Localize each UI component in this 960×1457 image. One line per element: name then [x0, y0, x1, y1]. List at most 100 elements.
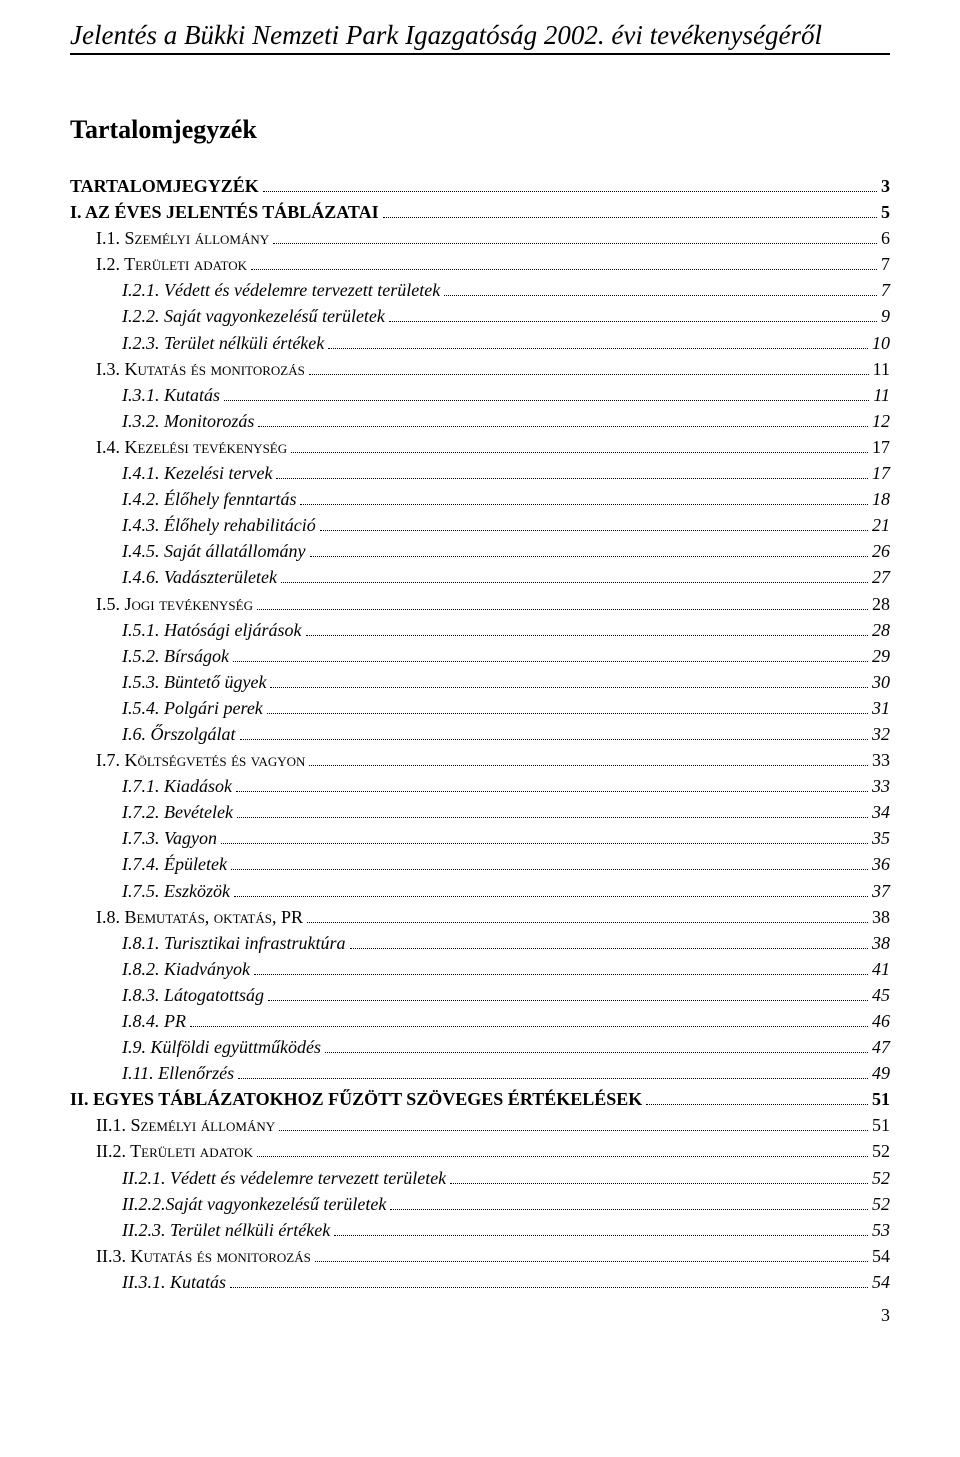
toc-entry: I.2.2. Saját vagyonkezelésű területek 9: [70, 303, 890, 329]
toc-entry: I.1. Személyi állomány 6: [70, 225, 890, 251]
toc-entry: I.8. Bemutatás, oktatás, PR 38: [70, 904, 890, 930]
toc-leader-dots: [300, 504, 868, 505]
toc-entry: II.2.1. Védett és védelemre tervezett te…: [70, 1165, 890, 1191]
toc-entry-page: 7: [881, 251, 890, 277]
toc-entry: I.2.1. Védett és védelemre tervezett ter…: [70, 277, 890, 303]
toc-entry: I.4. Kezelési tevékenység17: [70, 434, 890, 460]
toc-entry: I.8.3. Látogatottság45: [70, 982, 890, 1008]
toc-entry: I.9. Külföldi együttműködés47: [70, 1034, 890, 1060]
toc-leader-dots: [328, 348, 868, 349]
toc-entry-page: 3: [881, 173, 890, 199]
page-number: 3: [70, 1305, 890, 1326]
toc-entry-label: I.2. Területi adatok: [96, 251, 247, 277]
toc-leader-dots: [233, 661, 868, 662]
toc-entry-page: 28: [872, 617, 890, 643]
toc-entry-label: I.8.2. Kiadványok: [122, 956, 250, 982]
toc-entry: I.8.1. Turisztikai infrastruktúra38: [70, 930, 890, 956]
toc-entry-page: 49: [872, 1060, 890, 1086]
toc-leader-dots: [279, 1130, 868, 1131]
toc-entry: I.7.5. Eszközök37: [70, 878, 890, 904]
toc-entry-label: II.1. Személyi állomány: [96, 1112, 275, 1138]
toc-entry-label: I.8.1. Turisztikai infrastruktúra: [122, 930, 346, 956]
toc-leader-dots: [230, 1287, 868, 1288]
toc-leader-dots: [254, 974, 868, 975]
toc-leader-dots: [390, 1209, 868, 1210]
toc-entry: II.2.2.Saját vagyonkezelésű területek52: [70, 1191, 890, 1217]
toc-entry-page: 27: [872, 564, 890, 590]
toc-entry-label: I.2.1. Védett és védelemre tervezett ter…: [122, 277, 440, 303]
toc-leader-dots: [236, 791, 868, 792]
toc-entry: II. EGYES TÁBLÁZATOKHOZ FŰZÖTT SZÖVEGES …: [70, 1086, 890, 1112]
toc-entry-page: 52: [872, 1165, 890, 1191]
toc-leader-dots: [281, 582, 868, 583]
toc-entry-page: 53: [872, 1217, 890, 1243]
toc-entry: I.6. Őrszolgálat32: [70, 721, 890, 747]
toc-entry-label: I.5.4. Polgári perek: [122, 695, 263, 721]
toc-leader-dots: [309, 374, 869, 375]
toc-entry-label: I.8. Bemutatás, oktatás, PR: [96, 904, 303, 930]
toc-entry-label: II.2.3. Terület nélküli értékek: [122, 1217, 330, 1243]
toc-leader-dots: [190, 1026, 868, 1027]
toc-entry-label: I.8.4. PR: [122, 1008, 186, 1034]
toc-leader-dots: [291, 452, 868, 453]
toc-entry-label: I.2.2. Saját vagyonkezelésű területek: [122, 303, 385, 329]
toc-entry-page: 6: [881, 225, 890, 251]
toc-entry-page: 33: [872, 773, 890, 799]
toc-entry-page: 47: [872, 1034, 890, 1060]
toc-entry-label: II.2.2.Saját vagyonkezelésű területek: [122, 1191, 386, 1217]
toc-leader-dots: [273, 243, 877, 244]
toc-leader-dots: [309, 765, 868, 766]
toc-entry-page: 7: [881, 277, 890, 303]
toc-leader-dots: [237, 817, 868, 818]
toc-entry-label: I.7.4. Épületek: [122, 851, 227, 877]
toc-entry-label: I.4.6. Vadászterületek: [122, 564, 277, 590]
toc-entry-label: I.4.5. Saját állatállomány: [122, 538, 306, 564]
toc-entry-page: 11: [873, 382, 890, 408]
toc-entry: I.11. Ellenőrzés 49: [70, 1060, 890, 1086]
toc-entry-label: II. EGYES TÁBLÁZATOKHOZ FŰZÖTT SZÖVEGES …: [70, 1086, 642, 1112]
toc-leader-dots: [231, 869, 868, 870]
toc-entry: I.3. Kutatás és monitorozás11: [70, 356, 890, 382]
toc-entry: I.5.4. Polgári perek31: [70, 695, 890, 721]
toc-entry: I.3.2. Monitorozás12: [70, 408, 890, 434]
toc-entry-page: 38: [872, 904, 890, 930]
toc-leader-dots: [240, 739, 868, 740]
toc-entry: I.4.5. Saját állatállomány26: [70, 538, 890, 564]
toc-entry-label: I.3. Kutatás és monitorozás: [96, 356, 305, 382]
toc-entry-label: I.7. Költségvetés és vagyon: [96, 747, 305, 773]
toc-leader-dots: [334, 1235, 868, 1236]
toc-entry-page: 35: [872, 825, 890, 851]
toc-entry-label: I.7.1. Kiadások: [122, 773, 232, 799]
toc-entry-label: I.4.3. Élőhely rehabilitáció: [122, 512, 316, 538]
toc-entry-label: I.1. Személyi állomány: [96, 225, 269, 251]
toc-entry-page: 17: [872, 460, 890, 486]
toc-entry: I.5.3. Büntető ügyek30: [70, 669, 890, 695]
toc-entry-label: I.5.2. Bírságok: [122, 643, 229, 669]
toc-entry-page: 9: [881, 303, 890, 329]
toc-leader-dots: [306, 635, 869, 636]
toc-entry-page: 36: [872, 851, 890, 877]
toc-leader-dots: [450, 1183, 868, 1184]
toc-entry: I.3.1. Kutatás11: [70, 382, 890, 408]
toc-entry-label: II.2. Területi adatok: [96, 1138, 253, 1164]
toc-entry: I.2. Területi adatok 7: [70, 251, 890, 277]
toc-entry: I.4.3. Élőhely rehabilitáció21: [70, 512, 890, 538]
toc-leader-dots: [221, 843, 868, 844]
toc-leader-dots: [238, 1078, 868, 1079]
toc-entry-label: I.8.3. Látogatottság: [122, 982, 264, 1008]
toc-entry-label: I.11. Ellenőrzés: [122, 1060, 234, 1086]
toc-entry: I.5.1. Hatósági eljárások28: [70, 617, 890, 643]
toc-entry-page: 5: [881, 199, 890, 225]
toc-entry: I.7.3. Vagyon35: [70, 825, 890, 851]
toc-leader-dots: [276, 478, 868, 479]
toc-leader-dots: [234, 896, 868, 897]
toc-entry-label: I.6. Őrszolgálat: [122, 721, 236, 747]
toc-leader-dots: [307, 922, 868, 923]
toc-entry-page: 17: [872, 434, 890, 460]
toc-leader-dots: [310, 556, 869, 557]
toc-entry-label: I.4.2. Élőhely fenntartás: [122, 486, 296, 512]
toc-entry-page: 51: [872, 1112, 890, 1138]
toc-entry-page: 52: [872, 1138, 890, 1164]
toc-entry: II.3. Kutatás és monitorozás54: [70, 1243, 890, 1269]
toc-entry-page: 54: [872, 1269, 890, 1295]
